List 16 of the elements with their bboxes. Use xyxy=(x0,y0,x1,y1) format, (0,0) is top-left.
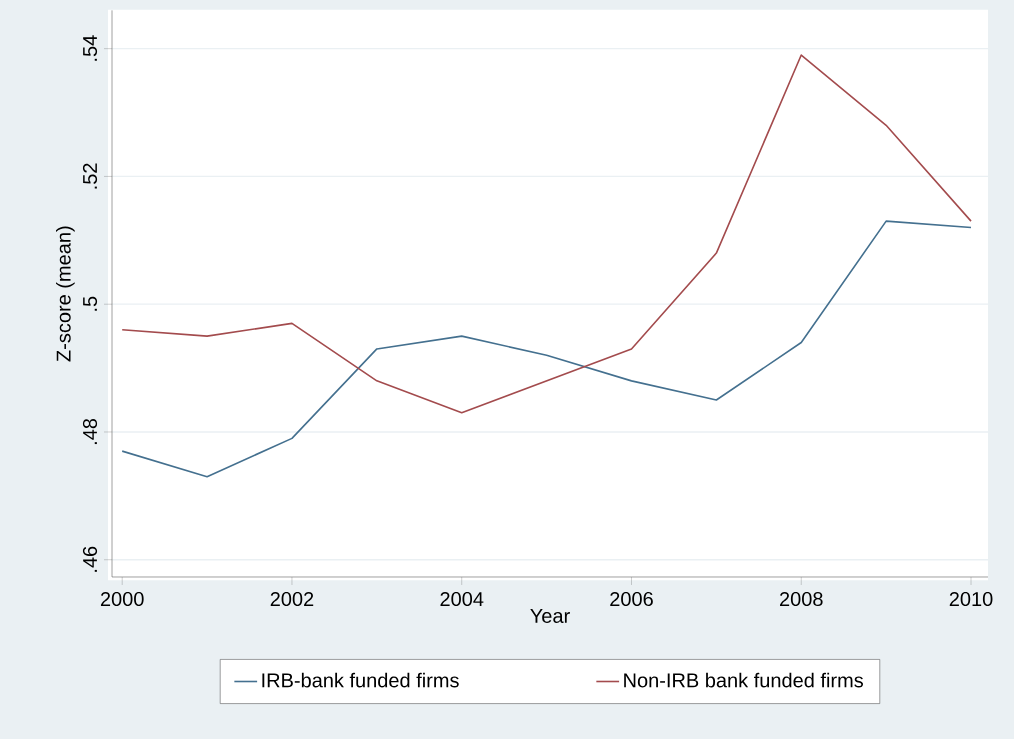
y-tick-label: .46 xyxy=(82,546,98,572)
y-tick-label: .52 xyxy=(82,163,98,189)
x-tick-label: 2010 xyxy=(949,591,993,607)
x-axis-title: Year xyxy=(530,609,570,623)
legend-label: IRB-bank funded firms xyxy=(262,672,459,688)
legend-label: Non-IRB bank funded firms xyxy=(624,672,864,688)
x-tick-label: 2006 xyxy=(610,591,653,607)
y-axis-title: Z-score (mean) xyxy=(56,226,75,362)
x-tick-label: 2002 xyxy=(270,591,314,607)
y-tick-label: .5 xyxy=(83,296,98,311)
y-tick-label: .48 xyxy=(82,418,98,445)
x-tick-label: 2004 xyxy=(440,591,484,607)
x-tick-label: 2000 xyxy=(100,591,144,607)
y-tick-label: .54 xyxy=(83,35,98,61)
line-series xyxy=(121,220,972,478)
x-tick-label: 2008 xyxy=(780,591,823,607)
